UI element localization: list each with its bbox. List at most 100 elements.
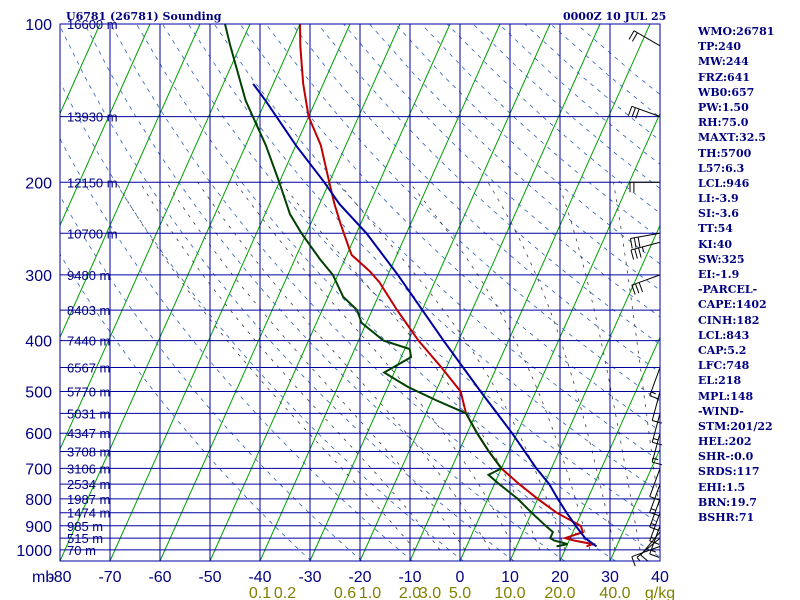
- height-label: 4347 m: [67, 426, 110, 441]
- moist-adiabat: [197, 182, 491, 551]
- dry-adiabat: [60, 137, 413, 561]
- height-label: 985 m: [67, 519, 103, 534]
- mixing-ratio-label: 10.0: [494, 585, 525, 600]
- chart-timestamp: 0000Z 10 JUL 25: [563, 10, 666, 23]
- sounding-index: MW:244: [698, 55, 749, 69]
- sounding-index: LFC:748: [698, 359, 750, 373]
- isotherm-line: [459, 112, 660, 561]
- mixing-ratio-label: 2.0: [399, 585, 421, 600]
- dry-adiabat: [213, 24, 660, 462]
- sounding-index: SW:325: [698, 252, 745, 266]
- height-label: 515 m: [67, 531, 103, 546]
- wind-barb: [629, 181, 660, 193]
- temperature-tick-label: 40: [651, 569, 669, 586]
- temperature-tick-label: -70: [98, 569, 121, 586]
- height-label: 1987 m: [67, 492, 110, 507]
- dry-adiabat: [60, 195, 363, 561]
- sounding-index: WB0:657: [698, 85, 755, 99]
- mixing-ratio-label: 1.0: [359, 585, 381, 600]
- sounding-index: WMO:26781: [698, 25, 775, 38]
- sounding-index: LI:-3.9: [698, 192, 739, 206]
- height-label: 8403 m: [67, 303, 110, 318]
- plot-area: [60, 24, 660, 561]
- temperature-tick-label: -80: [48, 569, 71, 586]
- height-label: 6567 m: [67, 360, 110, 375]
- sounding-index: EHI:1.5: [698, 480, 746, 494]
- pressure-tick-label: 900: [25, 519, 52, 536]
- height-label: 16600 m: [67, 17, 118, 32]
- sounding-index: -WIND-: [698, 404, 744, 418]
- temperature-tick-label: -40: [248, 569, 271, 586]
- height-label: 5770 m: [67, 385, 110, 400]
- pressure-tick-label: 200: [25, 175, 52, 192]
- mixing-ratio-label: 0.2: [274, 585, 296, 600]
- sounding-index: L57:6.3: [698, 161, 745, 175]
- pressure-tick-label: 400: [25, 334, 52, 351]
- sounding-index: -PARCEL-: [698, 283, 758, 297]
- height-label: 3106 m: [67, 461, 110, 476]
- height-label: 70 m: [67, 543, 96, 558]
- dry-adiabat: [84, 24, 565, 561]
- sounding-index: CAP:5.2: [698, 343, 747, 357]
- wind-barb: [649, 367, 661, 400]
- height-label: 1474 m: [67, 506, 110, 521]
- chart-title: U6781 (26781) Sounding: [66, 10, 222, 23]
- sounding-index: LCL:843: [698, 328, 750, 342]
- wind-barb: [649, 468, 661, 501]
- sounding-index: LCL:946: [698, 176, 750, 190]
- dewpoint-profile: [224, 24, 568, 548]
- dry-adiabat: [136, 24, 660, 558]
- moist-adiabat: [116, 182, 416, 551]
- height-label: 7440 m: [67, 334, 110, 349]
- temperature-profile: [299, 24, 597, 548]
- pressure-tick-label: 700: [25, 461, 52, 478]
- mixing-ratio-label: 20.0: [544, 585, 575, 600]
- height-label: 12150 m: [67, 175, 118, 190]
- wind-barb: [627, 105, 661, 119]
- wind-barb: [649, 498, 661, 531]
- mixing-ratio-unit: g/kg: [645, 585, 675, 600]
- sounding-index: EI:-1.9: [698, 268, 740, 281]
- temperature-tick-label: -60: [148, 569, 171, 586]
- sounding-index: TP:240: [698, 40, 742, 54]
- pressure-tick-label: 600: [25, 426, 52, 443]
- sounding-index: RH:75.0: [698, 116, 749, 130]
- wind-barb: [629, 232, 661, 249]
- dry-adiabat: [343, 24, 660, 318]
- dry-adiabat: [395, 24, 660, 265]
- wind-barb: [649, 512, 661, 545]
- height-label: 2534 m: [67, 477, 110, 492]
- sounding-index: HEL:202: [698, 435, 752, 449]
- pressure-unit-label: mb: [32, 569, 54, 586]
- sounding-index: CAPE:1402: [698, 298, 767, 312]
- dry-adiabat: [60, 81, 464, 561]
- temperature-tick-label: 0: [456, 569, 465, 586]
- sounding-index: STM:201/22: [698, 419, 773, 433]
- temperature-tick-label: 20: [551, 569, 569, 586]
- mixing-ratio-label: 0.6: [334, 585, 356, 600]
- parcel-profile: [252, 83, 598, 548]
- dry-adiabat: [110, 24, 616, 561]
- sounding-index: BSHR:71: [698, 511, 755, 524]
- sounding-index: PW:1.50: [698, 100, 749, 114]
- sounding-indices-list: WMO:26781 TP:240 MW:244 FRZ:641 WB0:657 PW:1.…: [698, 24, 774, 525]
- temperature-tick-label: -20: [348, 569, 371, 586]
- mixing-ratio-label: 5.0: [449, 585, 471, 600]
- sounding-index: MAXT:32.5: [698, 131, 766, 145]
- pressure-tick-label: 300: [25, 268, 52, 285]
- sounding-index: SI:-3.6: [698, 207, 739, 221]
- sounding-index: FRZ:641: [698, 70, 751, 84]
- wind-barb: [631, 274, 661, 295]
- sounding-index: TH:5700: [698, 146, 752, 160]
- dry-adiabat: [60, 253, 312, 561]
- sounding-index: BRN:19.7: [698, 495, 757, 509]
- temperature-tick-label: -50: [198, 569, 221, 586]
- wind-barb: [628, 30, 661, 47]
- sounding-index: SRDS:117: [698, 465, 760, 479]
- height-label: 10700 m: [67, 226, 118, 241]
- mixing-ratio-label: 40.0: [599, 585, 630, 600]
- temperature-tick-label: 30: [601, 569, 619, 586]
- pressure-tick-label: 800: [25, 492, 52, 509]
